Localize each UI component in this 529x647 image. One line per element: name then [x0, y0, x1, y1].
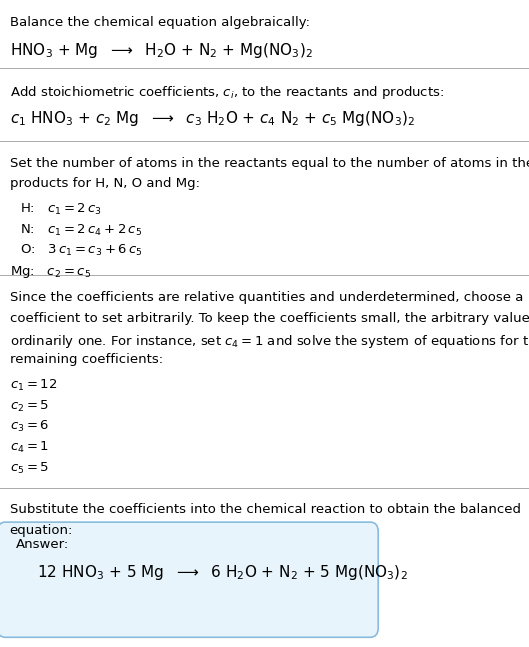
Text: $c_2 = 5$: $c_2 = 5$ [10, 399, 49, 413]
Text: O:   $3\,c_1 = c_3 + 6\,c_5$: O: $3\,c_1 = c_3 + 6\,c_5$ [20, 243, 143, 258]
Text: coefficient to set arbitrarily. To keep the coefficients small, the arbitrary va: coefficient to set arbitrarily. To keep … [10, 312, 529, 325]
Text: Add stoichiometric coefficients, $c_i$, to the reactants and products:: Add stoichiometric coefficients, $c_i$, … [10, 84, 444, 101]
Text: H:   $c_1 = 2\,c_3$: H: $c_1 = 2\,c_3$ [20, 202, 102, 217]
FancyBboxPatch shape [0, 522, 378, 637]
Text: N:   $c_1 = 2\,c_4 + 2\,c_5$: N: $c_1 = 2\,c_4 + 2\,c_5$ [20, 223, 142, 237]
Text: $c_4 = 1$: $c_4 = 1$ [10, 440, 49, 455]
Text: Answer:: Answer: [16, 538, 69, 551]
Text: $c_3 = 6$: $c_3 = 6$ [10, 419, 49, 434]
Text: $c_5 = 5$: $c_5 = 5$ [10, 461, 49, 476]
Text: Mg:   $c_2 = c_5$: Mg: $c_2 = c_5$ [10, 264, 90, 280]
Text: products for H, N, O and Mg:: products for H, N, O and Mg: [10, 177, 199, 190]
Text: equation:: equation: [10, 524, 73, 537]
Text: ordinarily one. For instance, set $c_4 = 1$ and solve the system of equations fo: ordinarily one. For instance, set $c_4 =… [10, 333, 529, 349]
Text: Since the coefficients are relative quantities and underdetermined, choose a: Since the coefficients are relative quan… [10, 291, 523, 304]
Text: $c_1 = 12$: $c_1 = 12$ [10, 378, 57, 393]
Text: 12 HNO$_3$ + 5 Mg  $\longrightarrow$  6 H$_2$O + N$_2$ + 5 Mg(NO$_3$)$_2$: 12 HNO$_3$ + 5 Mg $\longrightarrow$ 6 H$… [37, 563, 408, 582]
Text: HNO$_3$ + Mg  $\longrightarrow$  H$_2$O + N$_2$ + Mg(NO$_3$)$_2$: HNO$_3$ + Mg $\longrightarrow$ H$_2$O + … [10, 41, 312, 60]
Text: Set the number of atoms in the reactants equal to the number of atoms in the: Set the number of atoms in the reactants… [10, 157, 529, 170]
Text: remaining coefficients:: remaining coefficients: [10, 353, 162, 366]
Text: Balance the chemical equation algebraically:: Balance the chemical equation algebraica… [10, 16, 309, 28]
Text: $c_1$ HNO$_3$ + $c_2$ Mg  $\longrightarrow$  $c_3$ H$_2$O + $c_4$ N$_2$ + $c_5$ : $c_1$ HNO$_3$ + $c_2$ Mg $\longrightarro… [10, 109, 415, 127]
Text: Substitute the coefficients into the chemical reaction to obtain the balanced: Substitute the coefficients into the che… [10, 503, 521, 516]
